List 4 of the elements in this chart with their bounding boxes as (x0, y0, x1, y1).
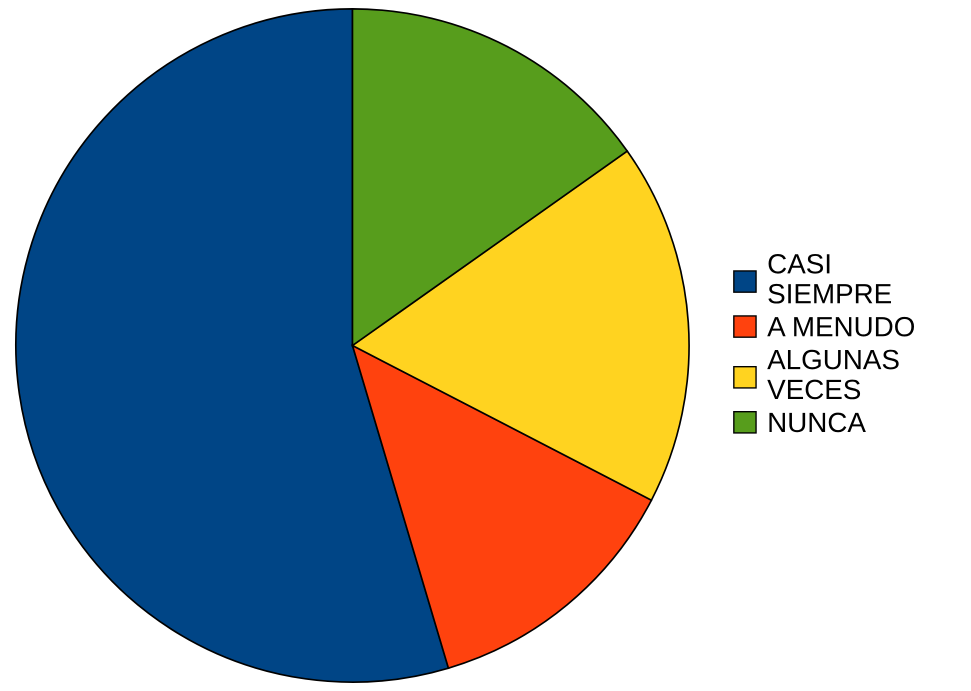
legend-label: A MENUDO (767, 316, 914, 337)
legend-label: ALGUNAS VECES (767, 350, 899, 400)
legend-label: NUNCA (769, 412, 866, 432)
legend-label: CASI SIEMPRE (768, 254, 891, 304)
